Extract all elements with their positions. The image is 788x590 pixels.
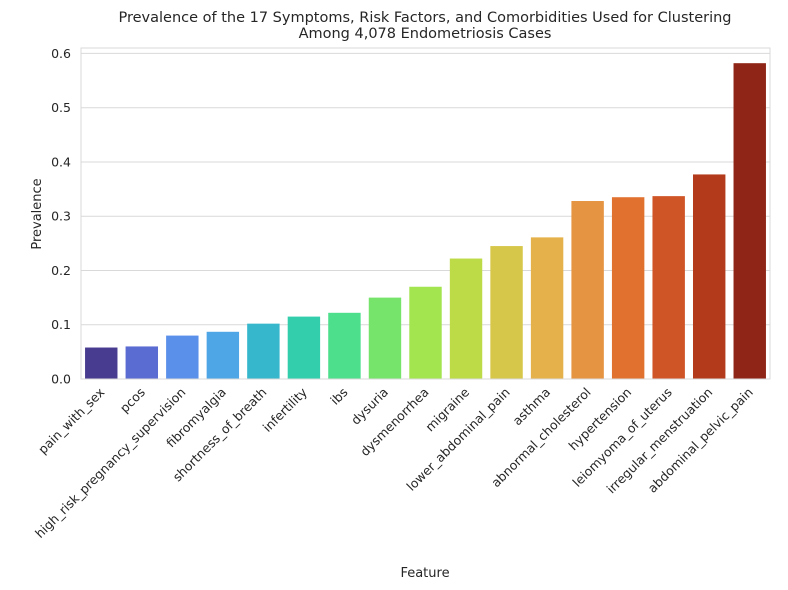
bar-abdominal-pelvic-pain xyxy=(733,63,766,379)
bar-shortness-of-breath xyxy=(247,323,280,379)
y-tick-label: 0.3 xyxy=(51,209,71,224)
bar-migraine xyxy=(449,258,483,379)
x-tick-label: pcos xyxy=(117,385,148,416)
y-tick-label: 0.2 xyxy=(51,263,71,278)
bar-irregular-menstruation xyxy=(692,174,726,379)
plot-frame xyxy=(80,47,771,380)
bar-pcos xyxy=(125,346,159,379)
bar-infertility xyxy=(287,316,321,379)
chart-title-line2: Among 4,078 Endometriosis Cases xyxy=(299,26,552,42)
y-tick-labels: 0.0 0.1 0.2 0.3 0.4 0.5 0.6 xyxy=(51,46,71,387)
bar-asthma xyxy=(530,237,564,379)
bar-fibromyalgia xyxy=(206,331,240,379)
bar-dysmenorrhea xyxy=(409,286,442,379)
bar-hypertension xyxy=(611,197,645,379)
bar-dysuria xyxy=(368,297,402,379)
chart-title-line1: Prevalence of the 17 Symptoms, Risk Fact… xyxy=(118,10,731,26)
y-tick-label: 0.0 xyxy=(51,372,71,387)
x-tick-label: pain_with_sex xyxy=(35,385,107,457)
bar-high-risk-pregnancy-supervision xyxy=(166,335,199,379)
x-axis-label: Feature xyxy=(400,566,449,581)
y-axis-label: Prevalence xyxy=(30,178,45,249)
y-tick-label: 0.4 xyxy=(51,154,71,169)
y-tick-label: 0.1 xyxy=(51,317,71,332)
x-tick-label: ibs xyxy=(327,385,350,408)
y-tick-label: 0.6 xyxy=(51,46,71,61)
bar-abnormal-cholesterol xyxy=(571,201,604,379)
bar-ibs xyxy=(328,312,361,379)
x-tick-labels: pain_with_sex pcoshigh_risk_pregnancy_sup… xyxy=(32,384,756,541)
bar-lower-abdominal-pain xyxy=(490,246,523,379)
bars xyxy=(85,63,766,379)
bar-pain-with-sex xyxy=(85,347,118,379)
y-tick-label: 0.5 xyxy=(51,100,71,115)
x-tick-label: infertility xyxy=(260,384,311,435)
bar-leiomyoma-of-uterus xyxy=(652,196,685,379)
x-tick-label: high_risk_pregnancy_supervision xyxy=(32,385,188,541)
